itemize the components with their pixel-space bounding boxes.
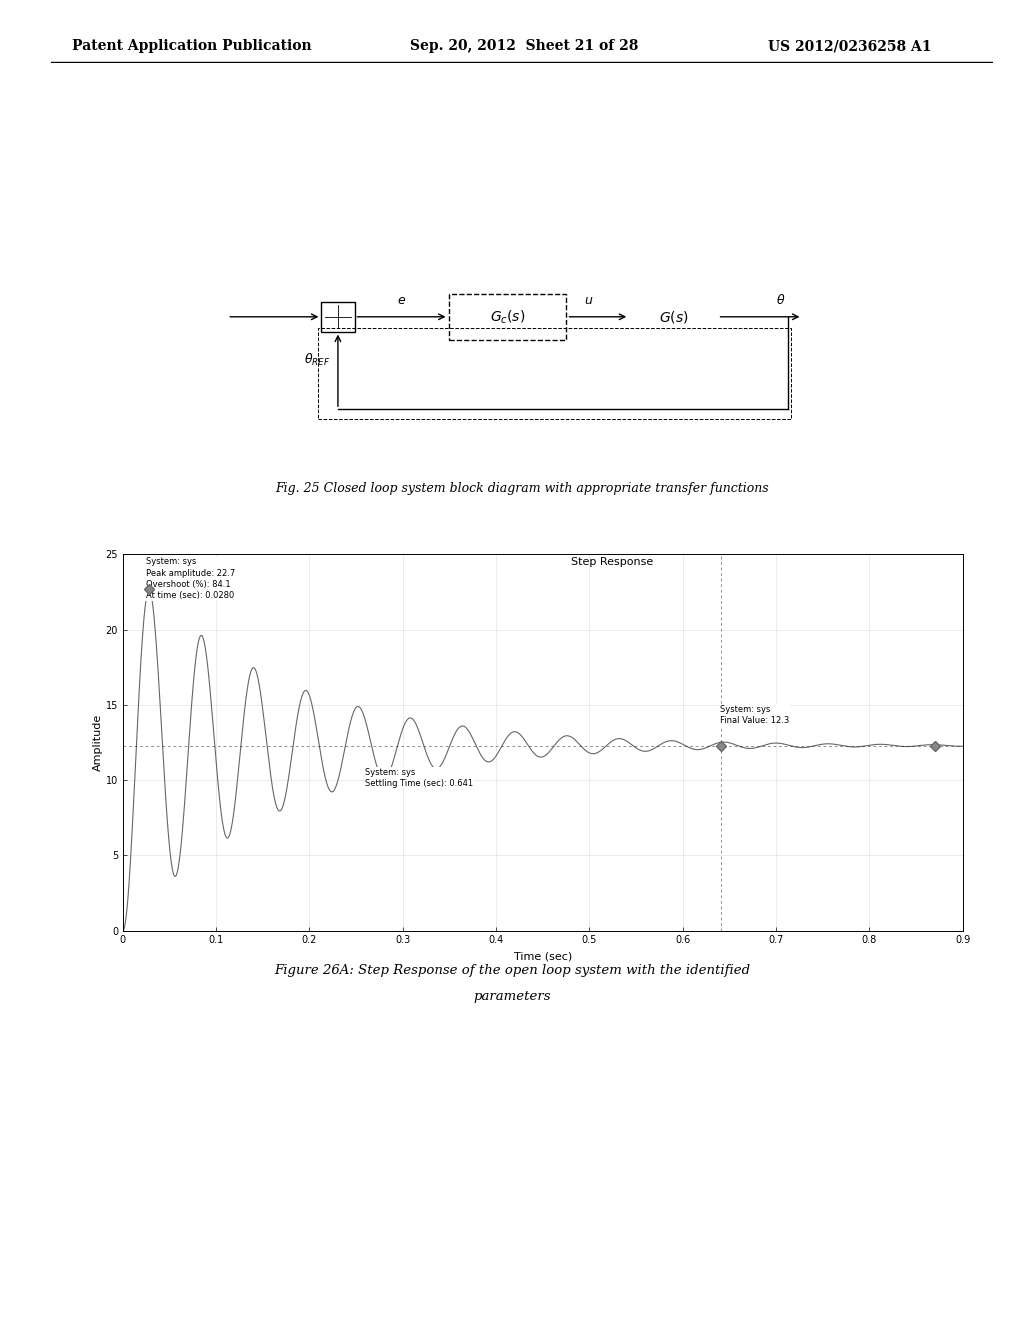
Text: parameters: parameters — [473, 990, 551, 1003]
Text: Sep. 20, 2012  Sheet 21 of 28: Sep. 20, 2012 Sheet 21 of 28 — [410, 40, 638, 53]
Text: $G(s)$: $G(s)$ — [658, 309, 688, 325]
Y-axis label: Amplitude: Amplitude — [93, 714, 102, 771]
Bar — [449, 294, 566, 341]
Text: Patent Application Publication: Patent Application Publication — [72, 40, 311, 53]
Text: Fig. 25 Closed loop system block diagram with appropriate transfer functions: Fig. 25 Closed loop system block diagram… — [275, 482, 769, 495]
Text: System: sys
Peak amplitude: 22.7
Overshoot (%): 84.1
At time (sec): 0.0280: System: sys Peak amplitude: 22.7 Oversho… — [146, 557, 236, 599]
Text: Step Response: Step Response — [570, 557, 653, 568]
Text: $\theta$: $\theta$ — [775, 293, 785, 308]
Bar — [317, 329, 792, 420]
Text: System: sys
Settling Time (sec): 0.641: System: sys Settling Time (sec): 0.641 — [366, 768, 473, 788]
Bar — [322, 302, 354, 331]
Text: $u$: $u$ — [584, 294, 593, 306]
Text: Figure 26A: Step Response of the open loop system with the identified: Figure 26A: Step Response of the open lo… — [274, 964, 750, 977]
Text: US 2012/0236258 A1: US 2012/0236258 A1 — [768, 40, 932, 53]
X-axis label: Time (sec): Time (sec) — [514, 950, 571, 961]
Text: $e$: $e$ — [397, 294, 407, 306]
Text: System: sys
Final Value: 12.3: System: sys Final Value: 12.3 — [720, 705, 790, 725]
Text: $G_c(s)$: $G_c(s)$ — [489, 308, 525, 326]
Text: $\theta_{REF}$: $\theta_{REF}$ — [304, 351, 331, 368]
